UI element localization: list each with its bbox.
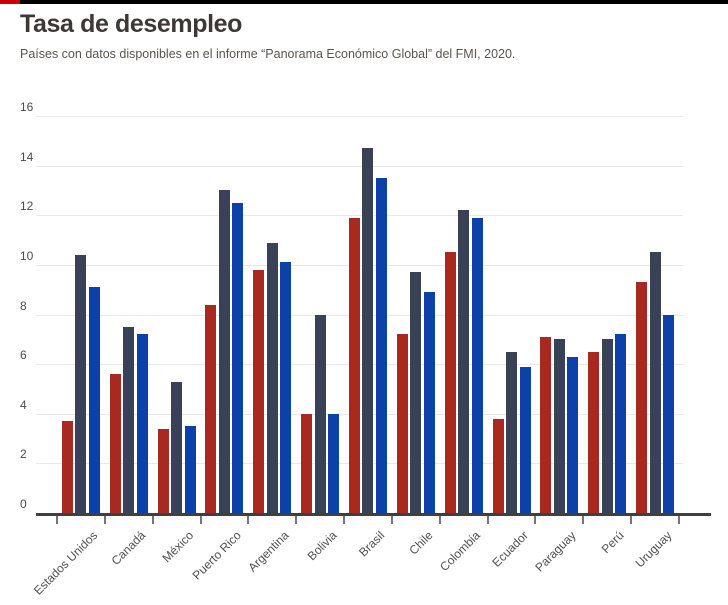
bar-group-estados-unidos	[57, 116, 105, 513]
bar-serie-roja	[444, 252, 456, 513]
x-axis-tick	[390, 516, 393, 524]
bar-serie-roja	[301, 413, 313, 513]
bar-group-argentina	[248, 116, 296, 513]
bar-serie-roja	[348, 217, 360, 513]
bar-serie-azul-oscuro	[218, 190, 230, 513]
bar-group-bolivia	[296, 116, 344, 513]
top-accent-bar	[0, 0, 728, 4]
bar-group-chile	[392, 116, 440, 513]
bar-serie-azul-oscuro	[458, 210, 470, 513]
x-axis-label: Perú	[598, 528, 627, 557]
bar-serie-azul	[88, 287, 100, 513]
x-axis-label: Bolivia	[304, 528, 340, 564]
bar-serie-azul	[136, 334, 148, 513]
x-axis-tick	[582, 516, 585, 524]
gridline-y-16	[36, 116, 683, 117]
bar-serie-azul	[280, 262, 292, 513]
bar-serie-azul-oscuro	[649, 252, 661, 513]
x-axis-tick	[247, 516, 250, 524]
x-axis-label: Estados Unidos	[30, 528, 101, 598]
top-accent-bar-red	[0, 0, 20, 4]
bar-serie-azul	[232, 202, 244, 513]
y-axis-label: 10	[20, 248, 34, 263]
x-axis-tick	[295, 516, 298, 524]
x-axis-tick	[486, 516, 489, 524]
page-subtitle: Países con datos disponibles en el infor…	[20, 47, 516, 61]
bar-group-méxico	[153, 116, 201, 513]
bar-serie-azul-oscuro	[171, 381, 183, 513]
gridline-y-14	[36, 165, 683, 167]
bar-serie-roja	[157, 428, 169, 513]
bar-serie-azul	[423, 292, 435, 513]
bar-serie-azul	[519, 366, 531, 513]
bar-serie-roja	[588, 351, 600, 513]
x-axis-label: Puerto Rico	[189, 528, 244, 583]
bar-group-colombia	[440, 116, 488, 513]
bar-serie-azul-oscuro	[410, 272, 422, 513]
x-axis-label: Argentina	[245, 528, 292, 575]
bar-group-brasil	[344, 116, 392, 513]
y-axis-label: 14	[20, 149, 34, 164]
bar-group-uruguay	[631, 116, 679, 513]
bar-serie-roja	[109, 374, 121, 513]
x-axis-tick	[678, 516, 680, 524]
bar-serie-azul	[567, 356, 579, 513]
x-axis-label: Uruguay	[632, 528, 675, 571]
bar-serie-azul-oscuro	[362, 148, 374, 513]
bar-group-perú	[583, 116, 631, 513]
bar-serie-roja	[540, 336, 552, 513]
bar-serie-azul-oscuro	[314, 314, 326, 513]
x-axis-tick	[199, 516, 202, 524]
x-axis-tick	[343, 516, 346, 524]
bar-serie-azul	[615, 334, 627, 513]
y-axis-label: 16	[20, 100, 34, 114]
bar-group-canadá	[105, 116, 153, 513]
bar-serie-azul	[471, 217, 483, 513]
bar-serie-roja	[396, 334, 408, 513]
x-axis-tick	[534, 516, 537, 524]
x-axis-tick	[56, 516, 58, 524]
x-axis-tick	[630, 516, 633, 524]
bar-serie-roja	[253, 269, 265, 513]
gridline-y-12	[36, 215, 683, 217]
x-axis-line	[36, 513, 711, 516]
y-axis-label: 8	[20, 298, 27, 313]
y-axis-label: 2	[20, 447, 27, 462]
x-axis-label: Brasil	[356, 528, 388, 560]
bar-serie-azul-oscuro	[506, 351, 518, 513]
bar-serie-roja	[492, 418, 504, 513]
bar-serie-azul-oscuro	[123, 326, 135, 513]
x-axis-tick	[438, 516, 441, 524]
x-axis-label: Ecuador	[489, 528, 531, 570]
bar-serie-azul	[328, 413, 340, 513]
bar-serie-azul	[663, 314, 675, 513]
y-axis-label: 12	[20, 199, 34, 214]
x-axis-tick	[103, 516, 106, 524]
bar-serie-roja	[61, 421, 73, 513]
x-axis-tick	[151, 516, 154, 524]
bar-group-puerto-rico	[201, 116, 249, 513]
x-axis-label: Canadá	[108, 528, 148, 568]
bar-serie-roja	[205, 304, 217, 513]
top-accent-bar-black	[0, 0, 728, 4]
x-axis-label: Paraguay	[532, 528, 579, 575]
y-axis-label: 4	[20, 397, 27, 412]
x-axis-label: Chile	[405, 528, 436, 558]
bar-serie-azul-oscuro	[553, 339, 565, 513]
bar-serie-azul-oscuro	[266, 242, 278, 513]
y-axis-label: 6	[20, 348, 27, 363]
page-title: Tasa de desempleo	[20, 10, 242, 38]
bar-group-ecuador	[488, 116, 536, 513]
bar-group-paraguay	[535, 116, 583, 513]
bar-serie-azul	[375, 178, 387, 513]
y-axis-label: 0	[20, 497, 27, 511]
bar-serie-azul-oscuro	[601, 339, 613, 513]
bar-serie-azul	[184, 426, 196, 513]
x-axis-label: México	[159, 528, 196, 566]
bar-serie-roja	[636, 282, 648, 513]
bar-serie-azul-oscuro	[75, 254, 87, 513]
x-axis-label: Colombia	[437, 528, 483, 575]
